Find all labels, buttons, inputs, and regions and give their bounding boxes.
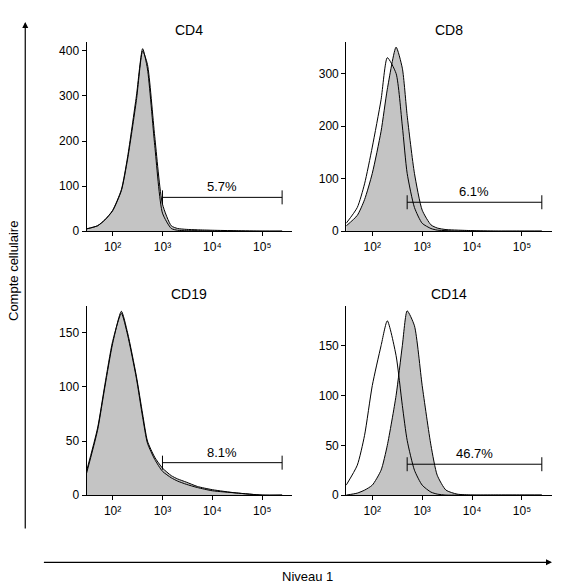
- svg-text:10³: 10³: [414, 504, 431, 518]
- svg-text:200: 200: [319, 119, 339, 133]
- svg-text:10²: 10²: [364, 504, 381, 518]
- svg-text:CD4: CD4: [175, 22, 203, 38]
- svg-text:300: 300: [59, 89, 79, 103]
- svg-text:10²: 10²: [104, 240, 121, 254]
- svg-text:Niveau 1: Niveau 1: [282, 569, 333, 582]
- svg-text:CD19: CD19: [171, 286, 207, 302]
- svg-text:300: 300: [319, 67, 339, 81]
- svg-text:10³: 10³: [154, 504, 171, 518]
- svg-text:CD8: CD8: [435, 22, 463, 38]
- svg-text:0: 0: [72, 224, 79, 238]
- svg-text:10⁴: 10⁴: [463, 240, 482, 254]
- svg-text:6.1%: 6.1%: [459, 184, 489, 199]
- svg-text:10³: 10³: [154, 240, 171, 254]
- svg-text:50: 50: [325, 439, 339, 453]
- svg-text:10⁵: 10⁵: [513, 240, 531, 254]
- svg-text:150: 150: [319, 339, 339, 353]
- svg-text:10²: 10²: [364, 240, 381, 254]
- svg-text:100: 100: [59, 179, 79, 193]
- svg-text:400: 400: [59, 44, 79, 58]
- svg-text:10²: 10²: [104, 504, 121, 518]
- svg-text:0: 0: [332, 224, 339, 238]
- svg-text:100: 100: [319, 172, 339, 186]
- svg-text:Compte cellulaire: Compte cellulaire: [6, 221, 21, 321]
- svg-text:10⁴: 10⁴: [203, 504, 222, 518]
- svg-text:50: 50: [66, 434, 80, 448]
- svg-text:0: 0: [72, 488, 79, 502]
- svg-text:100: 100: [59, 380, 79, 394]
- svg-text:200: 200: [59, 134, 79, 148]
- svg-text:10⁴: 10⁴: [463, 504, 482, 518]
- svg-text:0: 0: [332, 488, 339, 502]
- svg-text:10⁵: 10⁵: [253, 240, 271, 254]
- svg-text:100: 100: [319, 389, 339, 403]
- svg-text:5.7%: 5.7%: [207, 179, 237, 194]
- svg-text:46.7%: 46.7%: [456, 446, 493, 461]
- svg-text:10⁴: 10⁴: [203, 240, 222, 254]
- svg-text:8.1%: 8.1%: [207, 445, 237, 460]
- svg-text:10⁵: 10⁵: [253, 504, 271, 518]
- svg-text:10³: 10³: [414, 240, 431, 254]
- svg-text:CD14: CD14: [431, 286, 467, 302]
- svg-text:150: 150: [59, 326, 79, 340]
- svg-text:10⁵: 10⁵: [513, 504, 531, 518]
